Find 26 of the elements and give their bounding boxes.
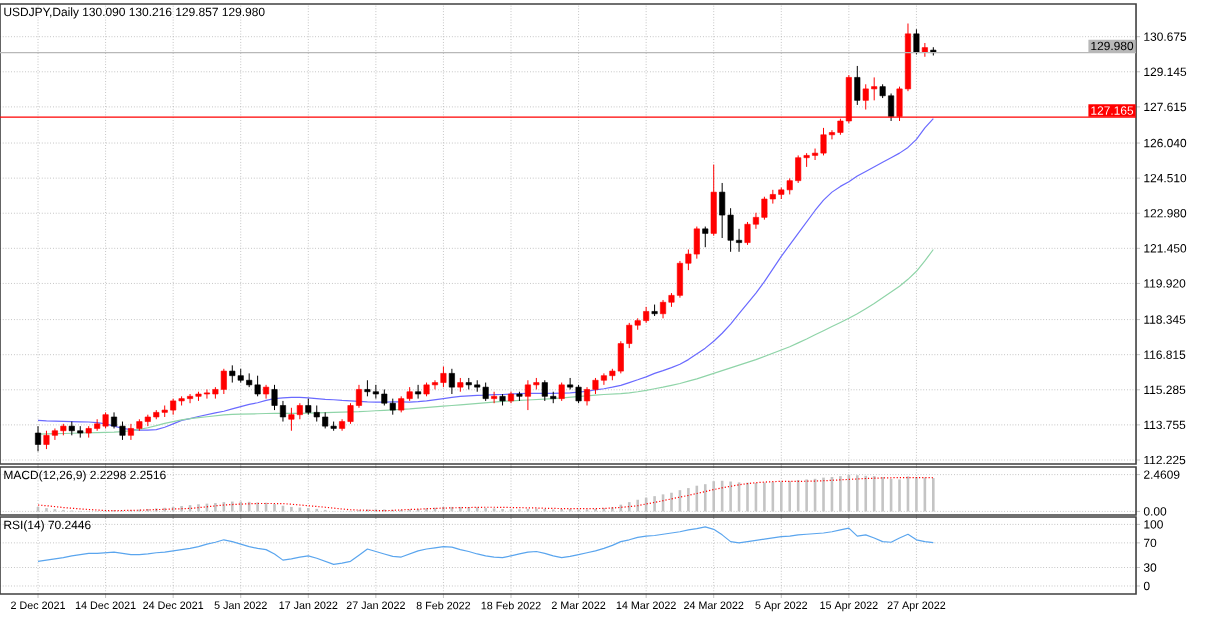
candlestick <box>254 375 261 397</box>
candlestick <box>693 226 700 260</box>
candlestick <box>702 226 709 248</box>
candlestick <box>584 386 591 406</box>
candlestick <box>575 384 582 404</box>
candlestick <box>415 384 422 400</box>
candlestick <box>43 430 50 450</box>
candlestick <box>440 365 447 388</box>
candlestick <box>660 299 667 319</box>
candlestick <box>921 42 928 58</box>
candlestick <box>491 391 498 404</box>
candlestick <box>119 421 126 441</box>
candlestick <box>719 182 726 239</box>
candlestick <box>220 368 227 395</box>
candlestick <box>558 382 565 402</box>
candlestick <box>820 127 827 156</box>
candlestick <box>271 384 278 411</box>
candlestick <box>448 368 455 395</box>
candlestick <box>35 425 42 452</box>
candlestick <box>710 164 717 237</box>
candlestick <box>761 196 768 221</box>
candlestick <box>288 407 295 432</box>
candlestick <box>744 221 751 246</box>
candlestick <box>913 28 920 55</box>
candlestick <box>482 382 489 402</box>
candlestick <box>854 65 861 106</box>
